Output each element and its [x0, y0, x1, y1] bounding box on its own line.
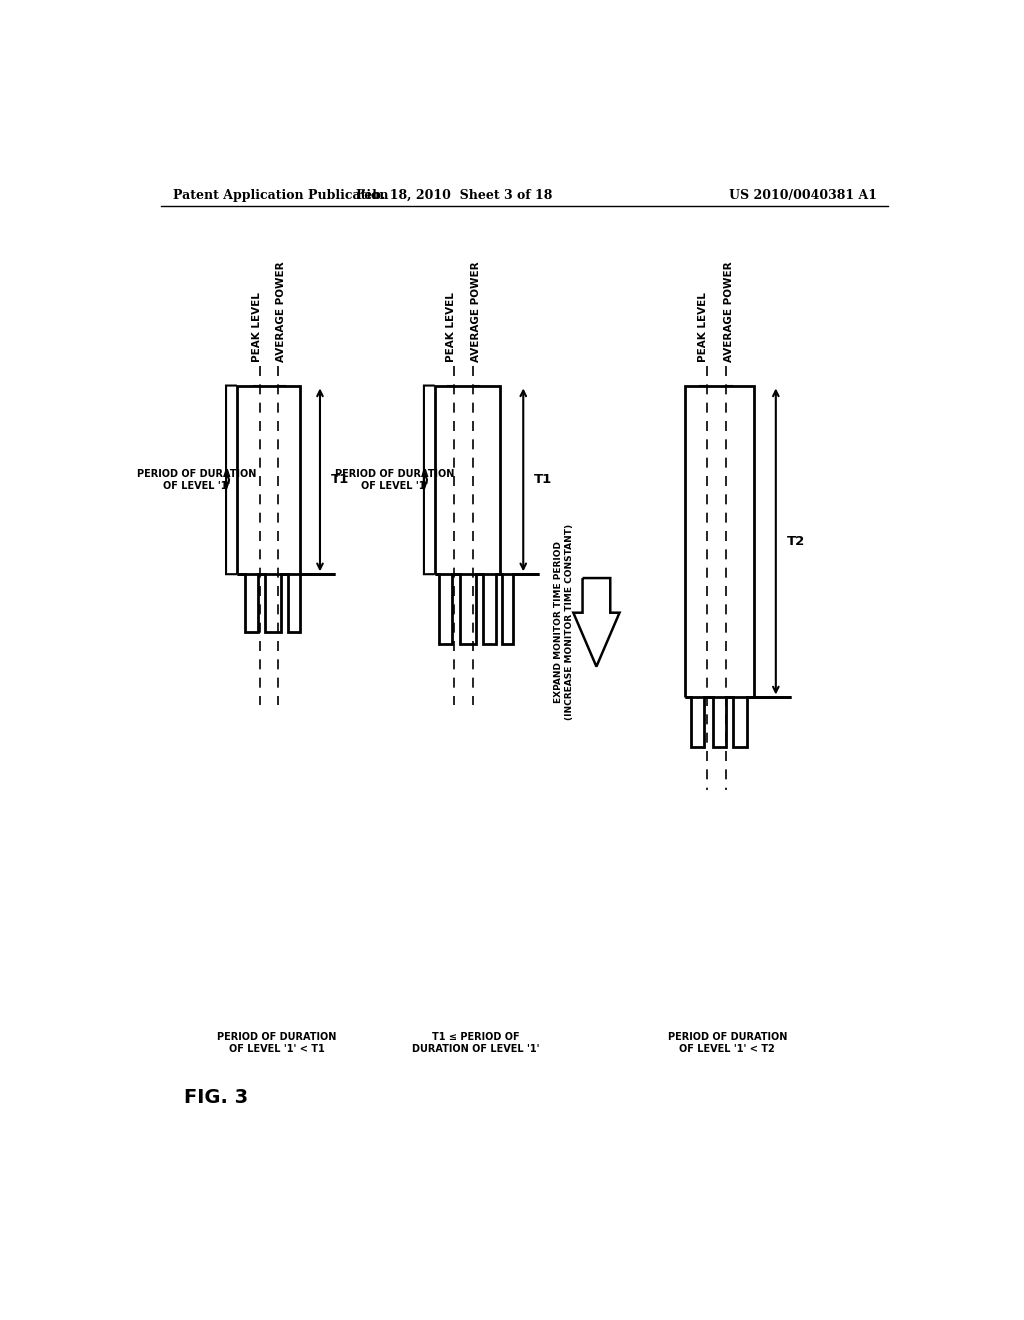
- Text: T1: T1: [331, 474, 349, 486]
- Text: PERIOD OF DURATION
OF LEVEL '1': PERIOD OF DURATION OF LEVEL '1': [137, 469, 256, 491]
- Text: PERIOD OF DURATION
OF LEVEL '1' < T1: PERIOD OF DURATION OF LEVEL '1' < T1: [217, 1032, 337, 1053]
- Text: T2: T2: [786, 535, 805, 548]
- Text: AVERAGE POWER: AVERAGE POWER: [471, 261, 481, 363]
- Text: US 2010/0040381 A1: US 2010/0040381 A1: [729, 189, 878, 202]
- Text: Feb. 18, 2010  Sheet 3 of 18: Feb. 18, 2010 Sheet 3 of 18: [355, 189, 552, 202]
- Text: EXPAND MONITOR TIME PERIOD
(INCREASE MONITOR TIME CONSTANT): EXPAND MONITOR TIME PERIOD (INCREASE MON…: [554, 524, 573, 721]
- Text: PERIOD OF DURATION
OF LEVEL '1' < T2: PERIOD OF DURATION OF LEVEL '1' < T2: [668, 1032, 787, 1053]
- Text: FIG. 3: FIG. 3: [184, 1088, 249, 1107]
- Text: AVERAGE POWER: AVERAGE POWER: [724, 261, 734, 363]
- Text: T1 ≤ PERIOD OF
DURATION OF LEVEL '1': T1 ≤ PERIOD OF DURATION OF LEVEL '1': [412, 1032, 540, 1053]
- Text: PERIOD OF DURATION
OF LEVEL '1': PERIOD OF DURATION OF LEVEL '1': [335, 469, 455, 491]
- Text: Patent Application Publication: Patent Application Publication: [173, 189, 388, 202]
- Text: T1: T1: [535, 474, 552, 486]
- Text: PEAK LEVEL: PEAK LEVEL: [252, 293, 262, 363]
- Text: PEAK LEVEL: PEAK LEVEL: [445, 293, 456, 363]
- Text: AVERAGE POWER: AVERAGE POWER: [276, 261, 287, 363]
- Text: PEAK LEVEL: PEAK LEVEL: [698, 293, 709, 363]
